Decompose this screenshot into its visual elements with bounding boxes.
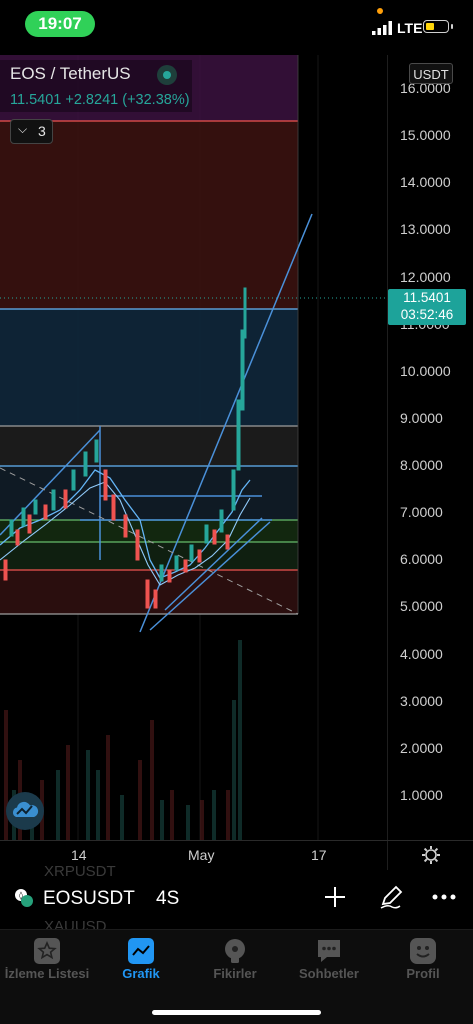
y-tick: 1.0000 — [400, 786, 443, 803]
last-price-label: 11.5401 03:52:46 — [388, 289, 466, 325]
y-tick: 13.0000 — [400, 221, 451, 238]
y-tick: 7.0000 — [400, 504, 443, 521]
symbol-selector[interactable]: EOSUSDT — [43, 888, 135, 909]
price-change: 11.5401 +2.8241 (+32.38%) — [10, 92, 190, 108]
indicator-count: 3 — [38, 123, 46, 139]
legend-change-pct: (+32.38%) — [122, 92, 190, 108]
y-tick: 14.0000 — [400, 174, 451, 191]
zone-green — [0, 520, 298, 542]
chat-icon — [318, 940, 340, 962]
y-tick: 15.0000 — [400, 127, 451, 144]
zone-top — [0, 55, 298, 121]
coin-icon: ◊ — [15, 889, 33, 907]
chart-canvas[interactable] — [0, 55, 473, 840]
status-time: 19:07 — [25, 11, 95, 37]
last-price-value: 11.5401 — [403, 290, 451, 305]
zone-red-upper — [0, 121, 298, 309]
star-icon — [34, 938, 60, 964]
mic-indicator-icon — [377, 8, 383, 14]
zone-grey — [0, 426, 298, 466]
tab-label: Sohbetler — [299, 966, 359, 981]
svg-text:◊: ◊ — [19, 891, 23, 900]
tab-chart[interactable]: Grafik — [94, 934, 188, 989]
tab-label: Grafik — [122, 966, 160, 981]
lightbulb-icon — [225, 939, 245, 963]
smiley-icon — [410, 938, 436, 964]
chart-icon — [128, 938, 154, 964]
indicators-toggle-button[interactable]: ⌵ 3 — [10, 119, 53, 144]
zone-blue-lower — [0, 466, 298, 520]
tab-label: Fikirler — [213, 966, 257, 981]
symbol-picker-prev[interactable]: XRPUSDT — [44, 863, 116, 880]
home-indicator — [152, 1010, 321, 1015]
y-tick: 3.0000 — [400, 692, 443, 709]
currency-badge[interactable]: USDT — [409, 63, 453, 84]
tab-label: İzleme Listesi — [4, 966, 90, 981]
more-icon[interactable] — [430, 884, 458, 910]
zone-blue — [0, 309, 298, 426]
tab-watchlist[interactable]: İzleme Listesi — [0, 934, 94, 989]
bar-countdown: 03:52:46 — [400, 307, 454, 322]
tradingview-logo-button[interactable] — [6, 792, 44, 830]
y-tick: 5.0000 — [400, 598, 443, 615]
legend-last-price: 11.5401 — [10, 92, 62, 108]
battery-icon — [423, 20, 449, 33]
tab-ideas[interactable]: Fikirler — [188, 934, 282, 989]
chevron-down-icon: ⌵ — [18, 122, 28, 136]
signal-icon — [372, 21, 392, 35]
status-bar: 19:07 LTE — [0, 0, 473, 50]
tab-label: Profil — [406, 966, 440, 981]
y-tick: 16.0000 — [400, 80, 451, 96]
y-tick: 6.0000 — [400, 551, 443, 568]
tab-profile[interactable]: Profil — [376, 934, 470, 989]
y-tick: 10.0000 — [400, 362, 451, 379]
x-tick: 14 — [71, 847, 87, 863]
tab-chats[interactable]: Sohbetler — [282, 934, 376, 989]
y-tick: 2.0000 — [400, 739, 443, 756]
time-axis[interactable] — [0, 840, 473, 870]
y-tick: 12.0000 — [400, 268, 451, 285]
cloud-icon — [12, 801, 39, 817]
network-type: LTE — [397, 20, 423, 36]
x-tick: 17 — [311, 847, 327, 863]
interval-selector[interactable]: 4S — [156, 888, 180, 909]
plus-icon[interactable] — [322, 884, 348, 910]
legend-change: +2.8241 — [65, 92, 119, 108]
y-tick: 8.0000 — [400, 457, 443, 474]
y-tick: 9.0000 — [400, 409, 443, 426]
x-tick: May — [188, 847, 215, 863]
symbol-title[interactable]: EOS / TetherUS — [10, 64, 131, 83]
gear-icon[interactable] — [420, 844, 442, 866]
pen-icon[interactable] — [378, 884, 404, 910]
price-chart[interactable] — [0, 55, 473, 840]
y-tick: 4.0000 — [400, 645, 443, 662]
